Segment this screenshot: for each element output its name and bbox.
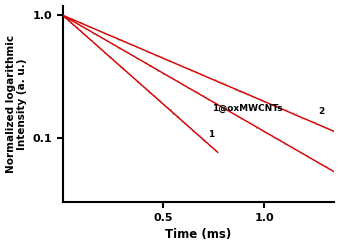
Y-axis label: Normalized logarithmic
Intensity (a. u.): Normalized logarithmic Intensity (a. u.) (5, 35, 27, 173)
Text: 2: 2 (318, 107, 325, 116)
Text: 1: 1 (208, 130, 214, 139)
X-axis label: Time (ms): Time (ms) (166, 228, 232, 242)
Text: 1@oxMWCNTs: 1@oxMWCNTs (212, 104, 282, 113)
